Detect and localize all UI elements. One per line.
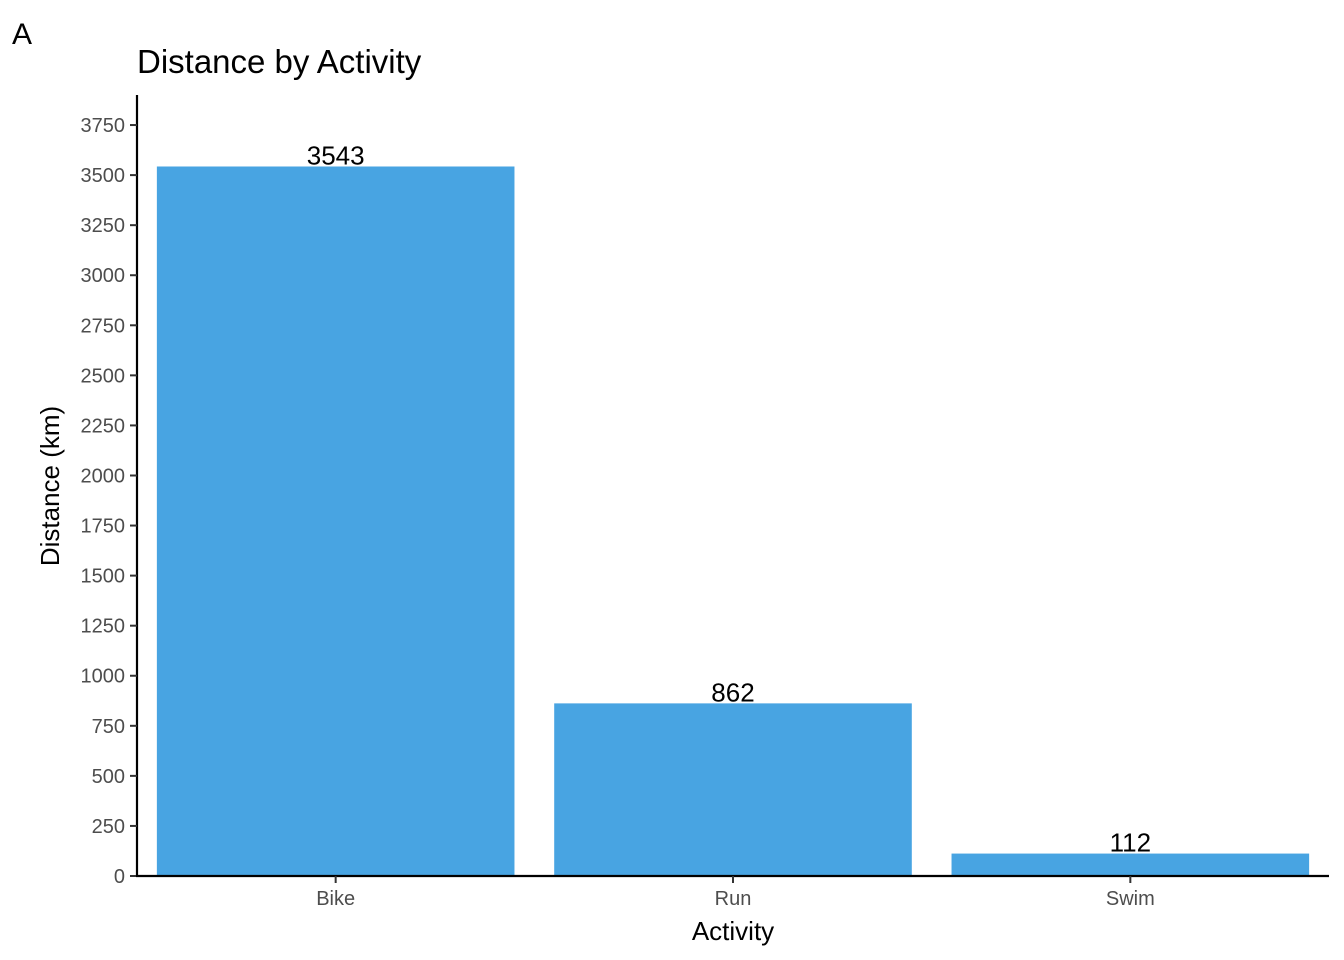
y-tick-label-1000: 1000 — [81, 666, 126, 688]
y-tick-label-2000: 2000 — [81, 465, 126, 487]
y-tick-label-250: 250 — [92, 816, 125, 838]
y-tick-label-2250: 2250 — [81, 415, 126, 437]
y-tick-label-3250: 3250 — [81, 215, 126, 237]
y-tick-label-500: 500 — [92, 766, 125, 788]
y-tick-label-750: 750 — [92, 716, 125, 738]
panel-tag: A — [12, 18, 32, 51]
data-labels-layer: 3543 862 112 — [307, 140, 1151, 857]
bar-swim — [951, 853, 1310, 876]
bar-run — [554, 703, 912, 876]
chart-title: Distance by Activity — [137, 43, 422, 80]
data-label-swim: 112 — [1110, 828, 1151, 858]
y-axis-title: Distance (km) — [35, 406, 65, 566]
y-tick-label-1750: 1750 — [81, 516, 126, 538]
data-label-run: 862 — [711, 677, 754, 707]
x-tick-label-bike: Bike — [316, 888, 355, 910]
y-tick-label-2750: 2750 — [81, 315, 126, 337]
x-tick-label-run: Run — [715, 888, 752, 910]
y-tick-label-3500: 3500 — [81, 165, 126, 187]
y-tick-label-3000: 3000 — [81, 265, 126, 287]
x-axis: Bike Run Swim — [136, 874, 1329, 910]
y-tick-label-3750: 3750 — [81, 115, 126, 137]
x-axis-title: Activity — [692, 916, 774, 946]
y-tick-label-0: 0 — [114, 866, 125, 888]
data-label-bike: 3543 — [307, 140, 365, 170]
y-tick-label-1500: 1500 — [81, 566, 126, 588]
x-tick-label-swim: Swim — [1106, 888, 1155, 910]
bars-layer — [156, 166, 1310, 877]
y-tick-label-2500: 2500 — [81, 365, 126, 387]
y-axis: 0 250 500 750 1000 1250 1500 1750 2000 2250 2500 27… — [81, 95, 139, 888]
bar-bike — [156, 166, 515, 877]
y-tick-label-1250: 1250 — [81, 616, 126, 638]
